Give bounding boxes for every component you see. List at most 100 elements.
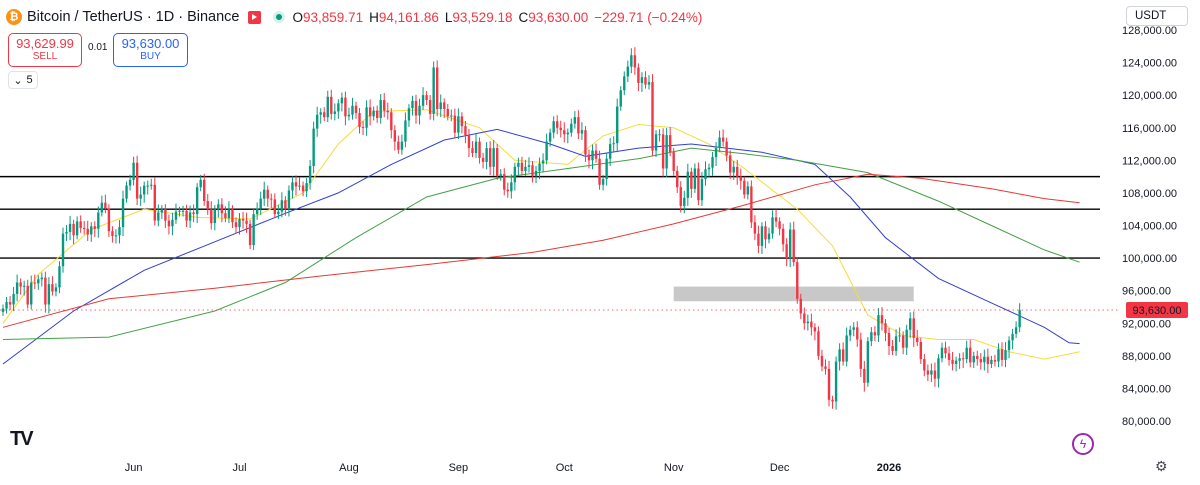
candle-body <box>227 209 231 219</box>
candle-body <box>580 130 584 134</box>
candle-body <box>852 327 855 330</box>
candle-body <box>997 349 1000 362</box>
low-value: 93,529.18 <box>452 9 513 25</box>
candle-body <box>760 226 764 246</box>
candle-body <box>958 358 961 361</box>
candle-body <box>668 135 672 153</box>
candle-body <box>464 126 467 136</box>
flag-icon[interactable] <box>247 10 261 24</box>
candle-body <box>217 204 220 210</box>
candle-body <box>418 105 421 116</box>
candle-body <box>386 110 389 113</box>
candle-body <box>203 179 206 202</box>
candle-body <box>457 116 460 133</box>
candle-body <box>104 202 107 209</box>
candle-body <box>284 200 287 210</box>
candle-body <box>718 137 721 149</box>
candle-body <box>923 359 926 371</box>
candle-body <box>224 213 227 219</box>
moving-average-line <box>2 147 1080 340</box>
candle-body <box>605 158 608 180</box>
candle-body <box>61 233 65 267</box>
candle-body <box>820 355 824 367</box>
indicators-collapse-button[interactable]: ⌄ 5 <box>8 71 38 89</box>
candle-body <box>905 329 908 348</box>
y-tick-label: 120,000.00 <box>1122 90 1177 102</box>
candle-body <box>425 95 428 101</box>
candle-body <box>796 262 799 299</box>
candle-body <box>983 356 986 363</box>
candle-body <box>538 163 541 171</box>
candle-body <box>969 347 972 363</box>
candle-body <box>319 112 322 115</box>
lightning-icon[interactable]: ϟ <box>1072 433 1094 455</box>
candle-body <box>608 144 612 159</box>
candle-body <box>118 227 121 236</box>
candle-body <box>75 221 79 236</box>
low-label: L <box>444 9 453 25</box>
candle-body <box>308 166 312 184</box>
candle-body <box>234 222 238 228</box>
candle-body <box>623 76 626 91</box>
sell-button[interactable]: 93,629.99 SELL <box>8 33 82 67</box>
candle-body <box>965 347 968 360</box>
currency-select[interactable]: USDT <box>1126 6 1188 26</box>
candle-body <box>54 287 58 292</box>
candle-body <box>803 313 806 324</box>
candle-body <box>552 121 555 133</box>
candle-body <box>785 244 788 259</box>
candle-body <box>453 115 457 133</box>
candle-body <box>894 336 898 351</box>
candle-body <box>1004 350 1007 360</box>
candle-body <box>930 370 933 375</box>
candle-body <box>834 361 838 402</box>
candle-body <box>912 318 915 338</box>
indicator-count: 5 <box>26 74 33 86</box>
y-tick-label: 112,000.00 <box>1122 155 1176 167</box>
candle-body <box>294 182 298 187</box>
candle-body <box>213 209 216 224</box>
candle-body <box>344 97 347 117</box>
gear-icon[interactable]: ⚙ <box>1155 458 1168 474</box>
candle-body <box>40 277 44 280</box>
chevron-down-icon: ⌄ <box>13 74 23 87</box>
candle-body <box>767 233 771 240</box>
x-tick-label: Jul <box>232 462 246 474</box>
buy-button[interactable]: 93,630.00 BUY <box>113 33 188 67</box>
candle-body <box>460 116 464 127</box>
candle-body <box>340 97 344 104</box>
y-tick-label: 88,000.00 <box>1122 351 1171 363</box>
candle-body <box>139 194 142 199</box>
tradingview-logo-icon[interactable]: TV <box>10 428 34 450</box>
candle-body <box>15 282 19 294</box>
candle-body <box>937 358 940 379</box>
candle-body <box>951 359 954 364</box>
candle-body <box>693 168 697 189</box>
candle-body <box>541 160 545 164</box>
candle-body <box>37 279 40 284</box>
candle-body <box>90 226 93 235</box>
candle-body <box>654 134 658 151</box>
candle-body <box>150 184 153 186</box>
candle-body <box>697 168 700 201</box>
candle-body <box>661 134 665 169</box>
candle-body <box>1007 340 1011 351</box>
candle-body <box>263 189 266 199</box>
candle-body <box>160 209 164 213</box>
candle-body <box>146 185 149 187</box>
y-tick-label: 108,000.00 <box>1122 188 1177 200</box>
y-tick-label: 80,000.00 <box>1122 416 1171 428</box>
candle-body <box>446 109 449 117</box>
x-tick-label: Dec <box>770 462 790 474</box>
candle-body <box>111 231 114 237</box>
candle-body <box>372 110 375 117</box>
candle-body <box>252 214 255 246</box>
candle-body <box>757 233 760 246</box>
candle-body <box>990 359 993 364</box>
candle-body <box>676 170 679 188</box>
candle-body <box>898 335 901 337</box>
candle-body <box>248 223 252 246</box>
symbol-title[interactable]: Bitcoin / TetherUS · 1D · Binance <box>27 9 240 25</box>
candle-body <box>736 166 739 177</box>
